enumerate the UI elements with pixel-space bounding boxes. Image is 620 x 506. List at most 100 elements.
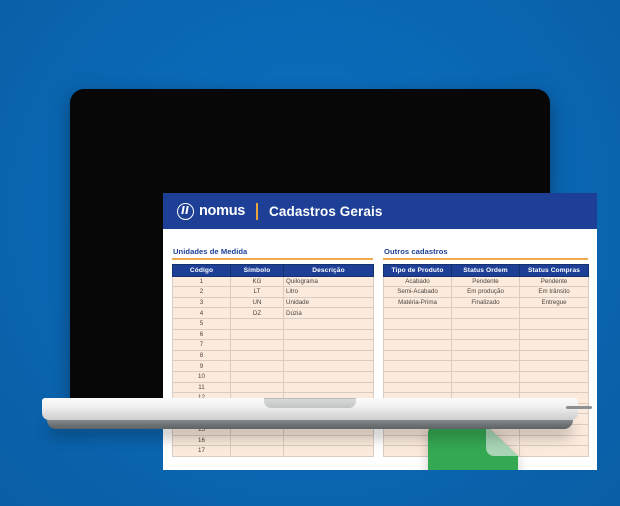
cell-codigo[interactable]: 3 xyxy=(172,296,231,309)
cell-compras[interactable] xyxy=(519,370,589,383)
cell-codigo[interactable]: 5 xyxy=(172,317,231,330)
cell-simbolo[interactable]: DZ xyxy=(230,307,284,319)
cell-simbolo[interactable]: KG xyxy=(230,275,284,288)
google-sheets-icon[interactable] xyxy=(428,425,518,470)
cell-simbolo[interactable] xyxy=(230,339,284,351)
table-row[interactable]: 11 xyxy=(172,381,374,394)
cell-descricao[interactable] xyxy=(283,370,374,383)
cell-compras[interactable] xyxy=(519,360,589,372)
column-header-tipo-de-produto[interactable]: Tipo de Produto xyxy=(383,263,452,277)
cell-codigo[interactable]: 7 xyxy=(172,339,231,351)
cell-compras[interactable] xyxy=(519,434,589,447)
table-row[interactable]: 10 xyxy=(172,370,374,383)
cell-compras[interactable] xyxy=(519,381,589,394)
cell-descricao[interactable] xyxy=(283,360,374,372)
cell-tipo[interactable] xyxy=(383,349,452,362)
table-row[interactable]: 7 xyxy=(172,339,374,351)
cell-compras[interactable] xyxy=(519,328,589,341)
cell-tipo[interactable] xyxy=(383,339,452,351)
table-row[interactable] xyxy=(383,370,589,383)
cell-descricao[interactable] xyxy=(283,339,374,351)
cell-tipo[interactable]: Semi-Acabado xyxy=(383,286,452,298)
cell-tipo[interactable]: Acabado xyxy=(383,275,452,288)
cell-simbolo[interactable] xyxy=(230,317,284,330)
table-row[interactable] xyxy=(383,381,589,394)
cell-compras[interactable] xyxy=(519,349,589,362)
cell-compras[interactable]: Em trânsito xyxy=(519,286,589,298)
cell-simbolo[interactable] xyxy=(230,381,284,394)
cell-simbolo[interactable] xyxy=(230,370,284,383)
cell-tipo[interactable] xyxy=(383,307,452,319)
cell-ordem[interactable] xyxy=(451,307,520,319)
column-header-descricao[interactable]: Descrição xyxy=(283,263,374,277)
cell-simbolo[interactable] xyxy=(230,328,284,341)
cell-codigo[interactable]: 10 xyxy=(172,370,231,383)
table-row[interactable] xyxy=(383,307,589,319)
cell-descricao[interactable] xyxy=(283,317,374,330)
cell-compras[interactable]: Entregue xyxy=(519,296,589,309)
cell-tipo[interactable] xyxy=(383,328,452,341)
cell-descricao[interactable]: Litro xyxy=(283,286,374,298)
cell-ordem[interactable] xyxy=(451,381,520,394)
cell-simbolo[interactable] xyxy=(230,445,284,457)
cell-tipo[interactable] xyxy=(383,360,452,372)
table-row[interactable]: Acabado Pendente Pendente xyxy=(383,275,589,288)
cell-codigo[interactable]: 17 xyxy=(172,445,231,457)
cell-descricao[interactable] xyxy=(283,328,374,341)
cell-tipo[interactable]: Matéria-Prima xyxy=(383,296,452,309)
cell-tipo[interactable] xyxy=(383,317,452,330)
cell-codigo[interactable]: 9 xyxy=(172,360,231,372)
cell-ordem[interactable]: Pendente xyxy=(451,275,520,288)
cell-tipo[interactable] xyxy=(383,370,452,383)
table-row[interactable]: 1 KG Quilograma xyxy=(172,275,374,288)
cell-descricao[interactable] xyxy=(283,434,374,447)
cell-ordem[interactable] xyxy=(451,370,520,383)
table-row[interactable]: 17 xyxy=(172,445,374,457)
cell-compras[interactable] xyxy=(519,317,589,330)
table-row[interactable]: 6 xyxy=(172,328,374,341)
cell-simbolo[interactable] xyxy=(230,434,284,447)
cell-codigo[interactable]: 11 xyxy=(172,381,231,394)
cell-compras[interactable] xyxy=(519,339,589,351)
column-header-status-ordem[interactable]: Status Ordem xyxy=(451,263,520,277)
table-row[interactable]: Matéria-Prima Finalizado Entregue xyxy=(383,296,589,309)
cell-descricao[interactable]: Dúzia xyxy=(283,307,374,319)
cell-ordem[interactable]: Em produção xyxy=(451,286,520,298)
table-row[interactable]: 9 xyxy=(172,360,374,372)
table-row[interactable]: 8 xyxy=(172,349,374,362)
table-row[interactable]: Semi-Acabado Em produção Em trânsito xyxy=(383,286,589,298)
table-row[interactable] xyxy=(383,317,589,330)
table-row[interactable]: 3 UN Unidade xyxy=(172,296,374,309)
cell-ordem[interactable]: Finalizado xyxy=(451,296,520,309)
table-row[interactable] xyxy=(383,339,589,351)
cell-codigo[interactable]: 16 xyxy=(172,434,231,447)
cell-compras[interactable] xyxy=(519,307,589,319)
cell-ordem[interactable] xyxy=(451,317,520,330)
cell-descricao[interactable] xyxy=(283,445,374,457)
cell-simbolo[interactable]: UN xyxy=(230,296,284,309)
column-header-simbolo[interactable]: Símbolo xyxy=(230,263,284,277)
cell-codigo[interactable]: 8 xyxy=(172,349,231,362)
cell-codigo[interactable]: 1 xyxy=(172,275,231,288)
cell-compras[interactable] xyxy=(519,445,589,457)
cell-tipo[interactable] xyxy=(383,381,452,394)
table-outros-cadastros[interactable]: Tipo de Produto Status Ordem Status Comp… xyxy=(383,263,589,457)
cell-simbolo[interactable] xyxy=(230,360,284,372)
cell-ordem[interactable] xyxy=(451,328,520,341)
cell-descricao[interactable] xyxy=(283,349,374,362)
cell-ordem[interactable] xyxy=(451,349,520,362)
cell-ordem[interactable] xyxy=(451,360,520,372)
cell-codigo[interactable]: 6 xyxy=(172,328,231,341)
cell-descricao[interactable]: Unidade xyxy=(283,296,374,309)
table-row[interactable]: 2 LT Litro xyxy=(172,286,374,298)
cell-descricao[interactable]: Quilograma xyxy=(283,275,374,288)
cell-simbolo[interactable]: LT xyxy=(230,286,284,298)
cell-simbolo[interactable] xyxy=(230,349,284,362)
cell-descricao[interactable] xyxy=(283,381,374,394)
table-row[interactable] xyxy=(383,349,589,362)
table-row[interactable]: 5 xyxy=(172,317,374,330)
table-row[interactable] xyxy=(383,328,589,341)
table-row[interactable]: 4 DZ Dúzia xyxy=(172,307,374,319)
column-header-status-compras[interactable]: Status Compras xyxy=(519,263,589,277)
cell-ordem[interactable] xyxy=(451,339,520,351)
